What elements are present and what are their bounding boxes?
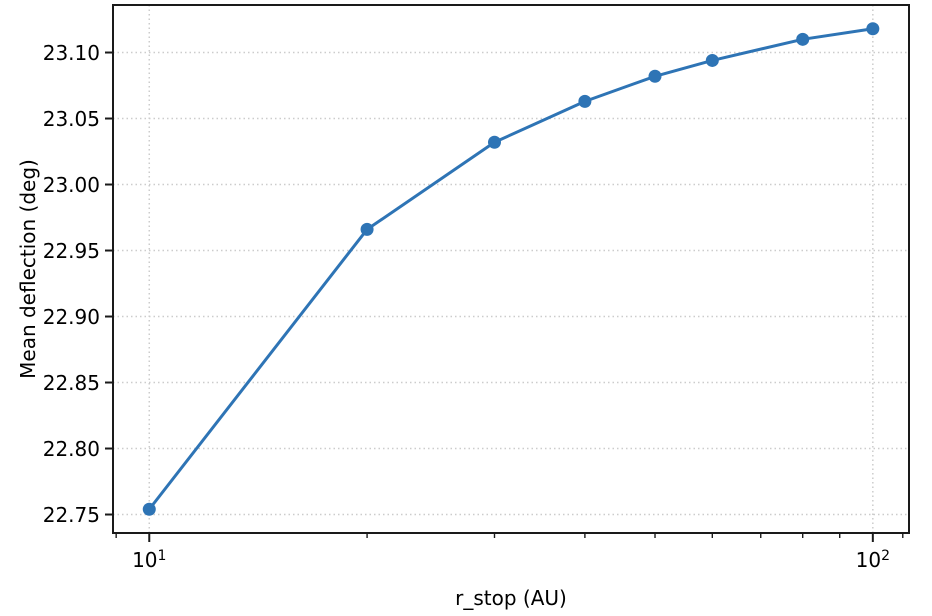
y-tick-label: 22.90 xyxy=(42,304,100,329)
data-point xyxy=(487,135,501,149)
plot-border xyxy=(112,4,910,534)
data-point xyxy=(142,502,156,516)
y-tick-label: 23.00 xyxy=(42,172,100,197)
x-tick-label: 102 xyxy=(855,548,890,572)
data-point xyxy=(796,32,810,46)
data-line xyxy=(147,27,875,511)
data-point xyxy=(360,222,374,236)
y-tick-label: 23.10 xyxy=(42,40,100,65)
data-point xyxy=(705,53,719,67)
y-tick-label: 22.80 xyxy=(42,436,100,461)
y-tick-label: 23.05 xyxy=(42,106,100,131)
data-point xyxy=(578,94,592,108)
data-point xyxy=(866,22,880,36)
y-tick-label: 22.75 xyxy=(42,502,100,527)
data-point xyxy=(648,69,662,83)
y-tick-label: 22.95 xyxy=(42,238,100,263)
x-axis-title: r_stop (AU) xyxy=(455,586,567,610)
x-tick-label: 101 xyxy=(132,548,167,572)
y-tick-label: 22.85 xyxy=(42,370,100,395)
